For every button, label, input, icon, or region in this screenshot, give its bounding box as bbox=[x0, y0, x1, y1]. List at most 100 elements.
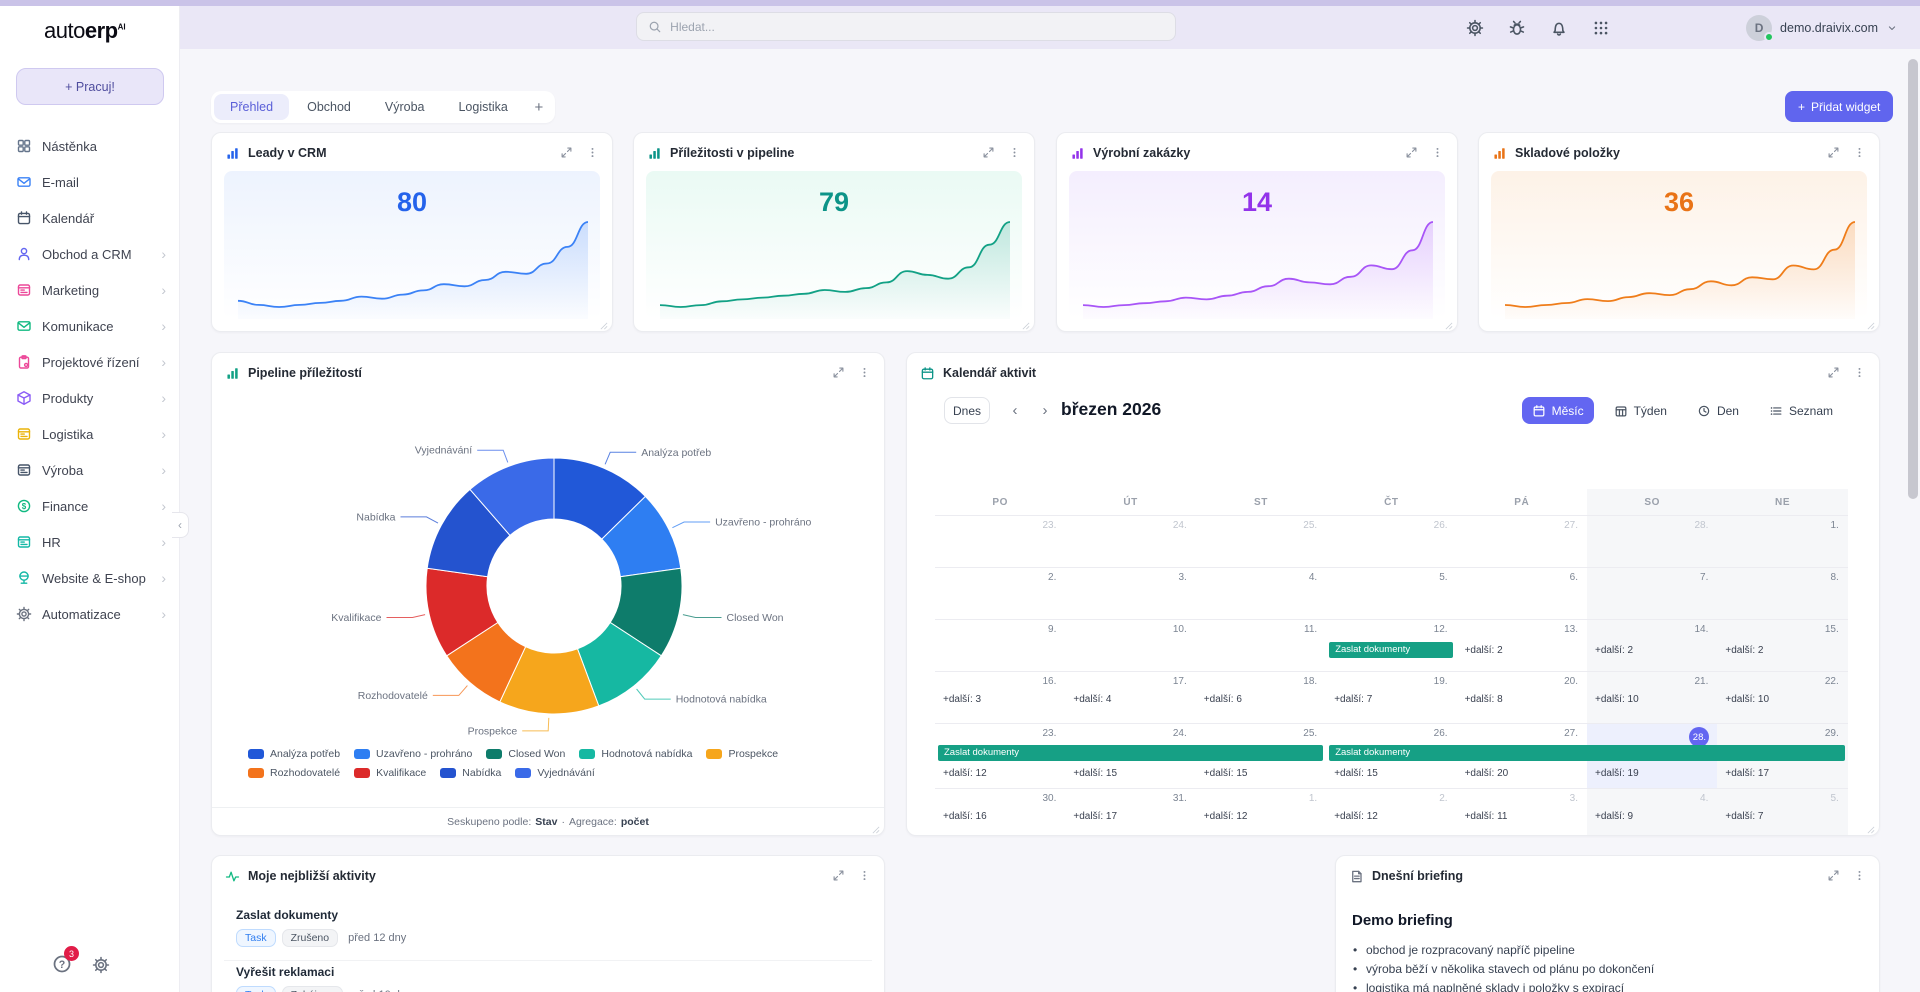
calendar-date[interactable]: 23. bbox=[1042, 520, 1057, 531]
more-events-link[interactable]: +další: 17 bbox=[1725, 768, 1770, 779]
more-events-link[interactable]: +další: 4 bbox=[1073, 694, 1112, 705]
kebab-menu-icon[interactable] bbox=[584, 144, 600, 160]
search-input[interactable] bbox=[670, 19, 1166, 34]
sidebar-item-e-mail[interactable]: E-mail bbox=[0, 164, 180, 200]
calendar-date[interactable]: 4. bbox=[1700, 793, 1709, 804]
kebab-menu-icon[interactable] bbox=[856, 867, 872, 883]
more-events-link[interactable]: +další: 10 bbox=[1725, 694, 1770, 705]
kebab-menu-icon[interactable] bbox=[1006, 144, 1022, 160]
search-box[interactable] bbox=[636, 12, 1176, 41]
add-tab-button[interactable]: + bbox=[534, 98, 544, 116]
calendar-date[interactable]: 19. bbox=[1433, 676, 1448, 687]
calendar-date[interactable]: 11. bbox=[1304, 624, 1318, 635]
legend-item[interactable]: Closed Won bbox=[486, 748, 565, 760]
more-events-link[interactable]: +další: 7 bbox=[1334, 694, 1373, 705]
more-events-link[interactable]: +další: 2 bbox=[1464, 645, 1503, 656]
kebab-menu-icon[interactable] bbox=[1851, 364, 1867, 380]
sidebar-item-produkty[interactable]: Produkty › bbox=[0, 380, 180, 416]
legend-item[interactable]: Uzavřeno - prohráno bbox=[354, 748, 472, 760]
legend-item[interactable]: Vyjednávání bbox=[515, 767, 595, 779]
sidebar-item-hr[interactable]: HR › bbox=[0, 524, 180, 560]
view-t-den-button[interactable]: Týden bbox=[1604, 397, 1677, 424]
notifications-icon[interactable] bbox=[1550, 19, 1568, 37]
kebab-menu-icon[interactable] bbox=[1851, 867, 1867, 883]
resize-handle[interactable] bbox=[1866, 318, 1876, 330]
legend-item[interactable]: Nabídka bbox=[440, 767, 501, 779]
calendar-date[interactable]: 14. bbox=[1694, 624, 1709, 635]
sidebar-item-v-roba[interactable]: Výroba › bbox=[0, 452, 180, 488]
more-events-link[interactable]: +další: 12 bbox=[1203, 811, 1248, 822]
today-date-pill[interactable]: 28. bbox=[1689, 727, 1710, 747]
calendar-date[interactable]: 24. bbox=[1172, 728, 1187, 739]
calendar-date[interactable]: 13. bbox=[1564, 624, 1578, 635]
legend-item[interactable]: Analýza potřeb bbox=[248, 748, 340, 760]
expand-icon[interactable] bbox=[1825, 364, 1841, 380]
more-events-link[interactable]: +další: 3 bbox=[943, 694, 982, 705]
tab-v-roba[interactable]: Výroba bbox=[384, 100, 425, 114]
legend-item[interactable]: Prospekce bbox=[706, 748, 778, 760]
next-month-button[interactable]: › bbox=[1042, 402, 1048, 419]
more-events-link[interactable]: +další: 16 bbox=[943, 811, 987, 822]
sidebar-item-kalend-[interactable]: Kalendář bbox=[0, 200, 180, 236]
calendar-date[interactable]: 27. bbox=[1564, 520, 1578, 531]
calendar-event[interactable]: Zaslat dokumenty bbox=[1329, 642, 1453, 658]
more-events-link[interactable]: +další: 20 bbox=[1464, 768, 1509, 779]
calendar-date[interactable]: 9. bbox=[1048, 624, 1057, 635]
view-m-s-c-button[interactable]: Měsíc bbox=[1521, 397, 1594, 424]
sidebar-settings-button[interactable] bbox=[92, 956, 110, 974]
sidebar-item-komunikace[interactable]: Komunikace › bbox=[0, 308, 180, 344]
calendar-date[interactable]: 30. bbox=[1042, 793, 1057, 804]
more-events-link[interactable]: +další: 11 bbox=[1464, 811, 1508, 822]
expand-icon[interactable] bbox=[1825, 867, 1841, 883]
more-events-link[interactable]: +další: 2 bbox=[1595, 645, 1634, 656]
scrollbar-thumb[interactable] bbox=[1908, 59, 1918, 499]
calendar-date[interactable]: 3. bbox=[1569, 793, 1578, 804]
sidebar-item-logistika[interactable]: Logistika › bbox=[0, 416, 180, 452]
more-events-link[interactable]: +další: 2 bbox=[1725, 645, 1764, 656]
more-events-link[interactable]: +další: 8 bbox=[1464, 694, 1503, 705]
view-seznam-button[interactable]: Seznam bbox=[1759, 397, 1843, 424]
calendar-date[interactable]: 4. bbox=[1308, 572, 1318, 583]
calendar-date[interactable]: 25. bbox=[1303, 728, 1318, 739]
more-events-link[interactable]: +další: 15 bbox=[1203, 768, 1248, 779]
calendar-date[interactable]: 27. bbox=[1564, 728, 1578, 739]
expand-icon[interactable] bbox=[830, 364, 846, 380]
expand-icon[interactable] bbox=[980, 144, 996, 160]
calendar-date[interactable]: 2. bbox=[1439, 793, 1448, 804]
calendar-date[interactable]: 7. bbox=[1700, 572, 1709, 583]
calendar-date[interactable]: 1. bbox=[1830, 520, 1839, 531]
calendar-date[interactable]: 26. bbox=[1433, 520, 1448, 531]
apps-grid-icon[interactable] bbox=[1592, 19, 1610, 37]
calendar-date[interactable]: 20. bbox=[1564, 676, 1578, 687]
sidebar-item-obchod-a-crm[interactable]: Obchod a CRM › bbox=[0, 236, 180, 272]
calendar-date[interactable]: 31. bbox=[1172, 793, 1187, 804]
calendar-date[interactable]: 22. bbox=[1824, 676, 1839, 687]
calendar-date[interactable]: 8. bbox=[1830, 572, 1839, 583]
donut-slice[interactable] bbox=[469, 457, 555, 537]
activity-item[interactable]: Vyřešit reklamaci Task Zahájeno před 10 dny bbox=[236, 965, 860, 992]
more-events-link[interactable]: +další: 15 bbox=[1334, 768, 1378, 779]
today-button[interactable]: Dnes bbox=[944, 397, 990, 424]
calendar-date[interactable]: 25. bbox=[1303, 520, 1318, 531]
calendar-date[interactable]: 16. bbox=[1042, 676, 1057, 687]
sidebar-item-finance[interactable]: $ Finance › bbox=[0, 488, 180, 524]
calendar-date[interactable]: 23. bbox=[1042, 728, 1057, 739]
view-den-button[interactable]: Den bbox=[1687, 397, 1749, 424]
calendar-event[interactable]: Zaslat dokumenty bbox=[1329, 745, 1845, 761]
pracuj-cta-button[interactable]: + Pracuj! bbox=[16, 68, 164, 105]
add-widget-button[interactable]: + Přidat widget bbox=[1785, 91, 1894, 122]
resize-handle[interactable] bbox=[599, 318, 609, 330]
more-events-link[interactable]: +další: 9 bbox=[1595, 811, 1634, 822]
calendar-date[interactable]: 29. bbox=[1824, 728, 1839, 739]
legend-item[interactable]: Hodnotová nabídka bbox=[579, 748, 692, 760]
activity-item[interactable]: Zaslat dokumenty Task Zrušeno před 12 dny bbox=[236, 908, 860, 947]
calendar-date[interactable]: 5. bbox=[1439, 572, 1448, 583]
calendar-date[interactable]: 2. bbox=[1048, 572, 1057, 583]
calendar-event[interactable]: Zaslat dokumenty bbox=[938, 745, 1324, 761]
tab-logistika[interactable]: Logistika bbox=[458, 100, 508, 114]
expand-icon[interactable] bbox=[830, 867, 846, 883]
sidebar-item-website-e-shop[interactable]: Website & E-shop › bbox=[0, 560, 180, 596]
kebab-menu-icon[interactable] bbox=[856, 364, 872, 380]
expand-icon[interactable] bbox=[558, 144, 574, 160]
more-events-link[interactable]: +další: 10 bbox=[1595, 694, 1639, 705]
